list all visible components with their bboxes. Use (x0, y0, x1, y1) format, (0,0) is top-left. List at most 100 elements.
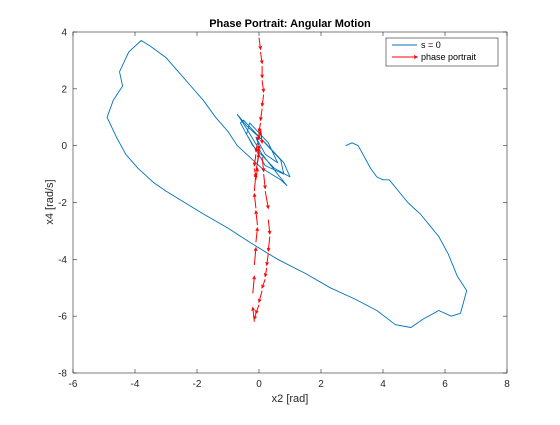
quiver-arrow-head (261, 88, 266, 93)
quiver-arrow-head (257, 298, 262, 304)
quiver-arrow (253, 246, 258, 266)
quiver-arrow (255, 226, 259, 243)
quiver-arrow (263, 267, 268, 278)
x-tick-label: 4 (380, 379, 386, 390)
quiver-arrow-head (253, 246, 258, 252)
quiver-arrow-shaft (255, 304, 260, 314)
quiver-arrow-head (254, 209, 259, 215)
quiver-arrow-head (266, 247, 271, 252)
quiver-arrow-shaft (258, 131, 262, 141)
quiver-arrow-shaft (264, 191, 269, 209)
quiver-arrow-shaft (253, 154, 257, 166)
legend-label-series-0: s = 0 (421, 40, 441, 50)
quiver-arrow-shaft (258, 122, 262, 132)
quiver-arrow-head (254, 148, 259, 153)
quiver-arrow (251, 306, 255, 322)
quiver-arrow (259, 128, 264, 144)
y-tick-label: -8 (58, 369, 67, 380)
quiver-arrow (266, 236, 271, 252)
y-tick-label: 0 (61, 141, 67, 152)
quiver-arrow (260, 94, 265, 108)
quiver-arrow-shaft (253, 193, 257, 209)
quiver-arrow-head (266, 204, 270, 210)
legend-arrow-head (413, 55, 419, 59)
quiver-arrow (258, 37, 263, 51)
y-tick-label: -4 (58, 255, 67, 266)
quiver-arrow-shaft (261, 80, 265, 92)
x-axis-label: x2 [rad] (272, 393, 309, 405)
quiver-arrow (261, 279, 266, 289)
quiver-arrow-shaft (267, 236, 271, 251)
quiver-arrow-head (256, 153, 261, 158)
quiver-arrow-shaft (252, 276, 255, 294)
legend-box (385, 37, 499, 67)
quiver-arrow-shaft (260, 128, 263, 143)
quiver-arrow-shaft (255, 168, 258, 180)
x-tick-label: -6 (69, 379, 78, 390)
data-layer (106, 37, 468, 328)
quiver-arrow (259, 51, 264, 65)
quiver-arrow (261, 156, 266, 173)
quiver-arrow (257, 290, 263, 304)
quiver-arrow (252, 275, 256, 294)
quiver-arrow (252, 192, 257, 209)
quiver-arrow (259, 108, 263, 122)
quiver-arrow-shaft (261, 279, 266, 288)
y-axis-label: x4 [rad/s] (44, 179, 56, 224)
quiver-arrow-shaft (260, 51, 263, 64)
quiver-arrow-shaft (255, 228, 258, 243)
x-tick-label: -2 (193, 379, 202, 390)
quiver-arrow-shaft (258, 37, 262, 50)
quiver-arrow-head (259, 139, 264, 144)
chart-title: Phase Portrait: Angular Motion (209, 18, 371, 30)
quiver-arrow-head (263, 273, 268, 278)
quiver-arrow-head (259, 116, 263, 122)
quiver-arrow (254, 142, 259, 153)
quiver-arrow (252, 154, 257, 167)
quiver-arrow-shaft (253, 247, 257, 266)
quiver-arrow-head (255, 226, 259, 232)
quiver-arrow-head (257, 144, 261, 149)
quiver-arrow-shaft (252, 307, 255, 322)
x-tick-label: 8 (504, 379, 510, 390)
x-tick-label: 6 (442, 379, 448, 390)
quiver-arrow-head (251, 306, 255, 311)
y-tick-label: 4 (61, 28, 67, 39)
quiver-arrow-head (258, 45, 263, 51)
legend-arrow (392, 55, 419, 59)
quiver-arrow-head (253, 172, 258, 178)
legend: s = 0 phase portrait (385, 37, 499, 67)
quiver-arrow (254, 209, 259, 226)
quiver-arrow-head (259, 60, 264, 65)
quiver-arrow (264, 191, 270, 210)
quiver-arrow-head (265, 261, 269, 267)
y-tick-label: -6 (58, 312, 67, 323)
quiver-arrow-shaft (266, 253, 269, 266)
quiver-arrow-shaft (263, 174, 266, 189)
y-tick-label: 2 (61, 84, 67, 95)
quiver-arrow-head (267, 230, 272, 235)
quiver-arrow-shaft (255, 210, 258, 226)
y-tick-label: -2 (58, 198, 67, 209)
quiver-arrow-shaft (267, 219, 271, 234)
axes-box (72, 31, 508, 374)
quiver-arrow-head (252, 162, 257, 167)
quiver-arrow (263, 174, 267, 190)
quiver-arrow (253, 172, 258, 192)
legend-swatch-series-1 (392, 55, 419, 59)
quiver-arrow (265, 253, 269, 267)
quiver-arrow-head (252, 192, 257, 198)
quiver-arrow-shaft (255, 142, 258, 152)
quiver-arrow-shaft (258, 290, 263, 303)
legend-label-series-1: phase portrait (421, 52, 477, 62)
quiver-arrow-head (252, 275, 256, 280)
quiver-arrow-shaft (261, 94, 265, 106)
x-tick-label: 2 (318, 379, 324, 390)
quiver-arrow (267, 219, 272, 235)
quiver-arrow-shaft (261, 156, 265, 172)
quiver-arrow-shaft (264, 267, 268, 277)
quiver-arrow (261, 80, 266, 93)
